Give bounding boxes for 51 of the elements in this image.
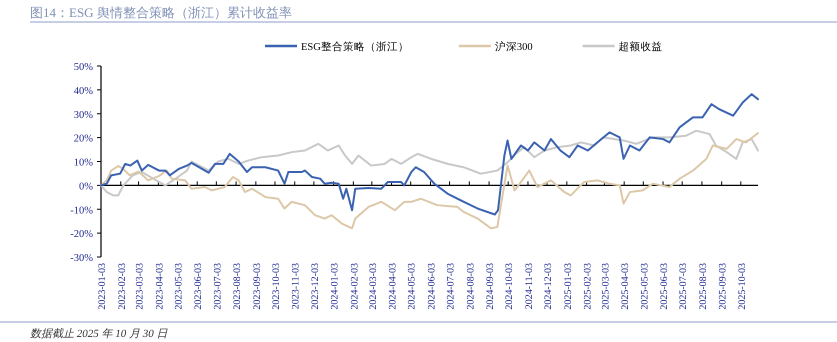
x-tick-label: 2023-05-03: [173, 263, 184, 310]
x-tick-label: 2025-06-03: [659, 263, 670, 310]
y-tick-label: -20%: [70, 229, 94, 240]
x-tick-label: 2023-02-03: [116, 263, 128, 310]
line-series: [100, 93, 759, 216]
y-tick-label: 20%: [74, 134, 94, 145]
text: 数据截止 2025 年 10 月 30 日: [30, 327, 168, 340]
x-tick-label: 2024-08-03: [465, 263, 476, 310]
x-tick-label: 2024-09-03: [485, 263, 496, 310]
x-tick-label: 2025-01-03: [562, 263, 574, 310]
legend-label: ESG整合策略（浙江）: [301, 40, 409, 53]
x-tick-label: 2024-07-03: [446, 263, 457, 310]
x-tick-label: 2025-03-03: [600, 263, 612, 310]
x-tick-label: 2025-04-03: [620, 263, 632, 310]
x-tick-label: 2024-10-03: [504, 263, 516, 310]
legend-label: 沪深300: [494, 40, 533, 53]
x-tick-label: 2024-02-03: [349, 263, 360, 310]
x-tick-label: 2025-05-03: [639, 263, 650, 310]
x-tick-label: 2024-05-03: [406, 263, 418, 310]
y-tick-label: 50%: [74, 62, 94, 73]
x-tick-label: 2023-10-03: [270, 263, 282, 310]
y-tick-label: -30%: [70, 253, 94, 264]
x-tick-label: 2024-04-03: [388, 263, 399, 310]
x-tick-label: 2025-08-03: [698, 263, 709, 310]
x-tick-label: 2023-12-03: [310, 263, 321, 310]
y-tick-label: -10%: [70, 205, 94, 216]
y-tick-label: 40%: [74, 86, 94, 97]
x-tick-label: 2025-07-03: [678, 263, 690, 310]
x-tick-label: 2025-10-03: [736, 263, 748, 310]
x-tick-label: 2025-02-03: [582, 263, 594, 310]
line-series: [100, 132, 759, 230]
legend-label: 超额收益: [618, 40, 663, 53]
x-tick-label: 2023-07-03: [212, 263, 224, 310]
x-tick-label: 2023-08-03: [232, 263, 244, 310]
y-tick-label: 0%: [79, 181, 94, 192]
x-tick-label: 2025-09-03: [718, 263, 729, 310]
x-tick-label: 2023-06-03: [193, 263, 204, 310]
x-tick-label: 2023-09-03: [252, 263, 263, 310]
x-tick-label: 2024-06-03: [426, 263, 438, 310]
x-tick-label: 2023-11-03: [290, 263, 302, 310]
x-tick-label: 2024-03-03: [368, 263, 379, 310]
y-tick-label: 10%: [74, 158, 94, 168]
x-tick-label: 2023-01-03: [97, 263, 108, 310]
x-tick-label: 2023-03-03: [134, 263, 146, 310]
x-tick-label: 2024-11-03: [524, 263, 535, 310]
line-series: [100, 130, 759, 196]
x-tick-label: 2024-12-03: [543, 263, 554, 310]
y-tick-label: 30%: [74, 110, 94, 121]
x-tick-label: 2023-04-03: [154, 263, 166, 310]
chart-title: 图14：ESG 舆情整合策略（浙江）累计收益率: [30, 5, 292, 20]
x-tick-label: 2024-01-03: [330, 263, 341, 310]
